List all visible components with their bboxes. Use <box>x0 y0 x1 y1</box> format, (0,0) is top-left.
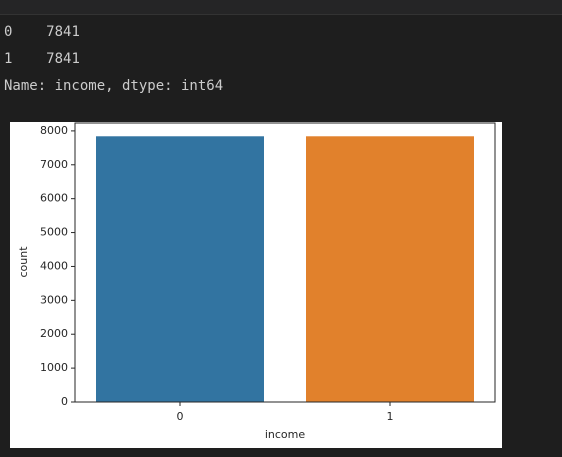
y-tick-label: 4000 <box>40 259 68 272</box>
cell-divider <box>0 0 562 15</box>
row-value: 7841 <box>46 24 80 40</box>
output-row: 1 7841 <box>4 51 80 67</box>
row-value: 7841 <box>46 51 80 67</box>
output-row: 0 7841 <box>4 24 80 40</box>
row-index: 0 <box>4 24 13 40</box>
x-tick-label: 1 <box>387 410 394 423</box>
plot-frame <box>74 122 496 403</box>
y-tick-label: 3000 <box>40 293 68 306</box>
y-tick-label: 6000 <box>40 192 68 205</box>
y-axis-label: count <box>17 246 30 278</box>
y-tick-label: 0 <box>61 395 68 408</box>
y-tick-label: 2000 <box>40 327 68 340</box>
row-index: 1 <box>4 51 13 67</box>
x-axis-label: income <box>265 428 306 441</box>
y-tick-label: 7000 <box>40 158 68 171</box>
output-summary: Name: income, dtype: int64 <box>4 78 224 94</box>
y-tick-label: 8000 <box>40 124 68 137</box>
y-tick-label: 1000 <box>40 361 68 374</box>
bar <box>96 136 264 402</box>
x-tick-label: 0 <box>177 410 184 423</box>
bar <box>306 136 474 402</box>
y-tick-label: 5000 <box>40 226 68 239</box>
